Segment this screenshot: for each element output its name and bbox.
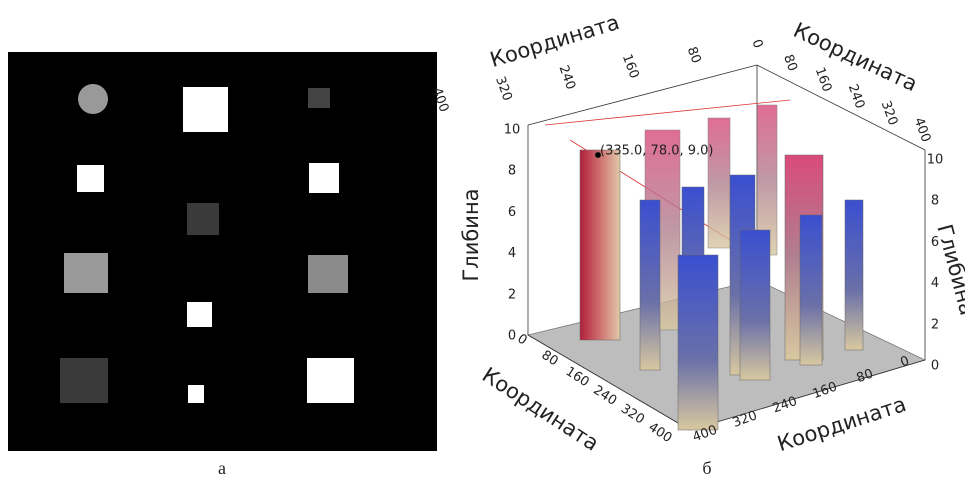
tick-label: 80 xyxy=(780,53,800,74)
figure: а б (335.0, 78.0, 9.0) Глибина Глибина К… xyxy=(0,0,965,481)
tick-label: 0 xyxy=(931,359,939,374)
annotation: (335.0, 78.0, 9.0) xyxy=(600,144,714,159)
tick-label: 8 xyxy=(508,164,516,179)
tick-label: 160 xyxy=(619,52,642,80)
tick-label: 400 xyxy=(911,116,934,144)
tick-label: 6 xyxy=(508,205,516,220)
tick-label: 0 xyxy=(749,38,766,51)
tick-label: 400 xyxy=(646,420,675,446)
tick-label: 10 xyxy=(504,123,521,138)
tick-label: 240 xyxy=(845,82,868,110)
tick-label: 80 xyxy=(684,45,704,66)
tick-label: 2 xyxy=(931,317,939,332)
tick-label: 160 xyxy=(812,66,835,94)
tick-label: 240 xyxy=(590,383,619,409)
depth-map xyxy=(8,52,437,451)
tick-label: 4 xyxy=(508,246,516,261)
tick-label: 8 xyxy=(931,194,939,209)
tick-label: 320 xyxy=(492,75,515,103)
tick-label: 320 xyxy=(878,99,901,127)
tick-label: 240 xyxy=(556,63,579,91)
tick-label: 0 xyxy=(514,331,529,348)
axis-label: Координата xyxy=(487,10,622,72)
tick-label: 10 xyxy=(927,153,944,168)
tick-label: 0 xyxy=(508,329,516,344)
tick-label: 2 xyxy=(508,287,516,302)
panel-label: а xyxy=(218,458,226,478)
tick-label: 320 xyxy=(618,401,647,427)
tick-label: 6 xyxy=(931,235,939,250)
tick-label: 4 xyxy=(931,276,939,291)
panel-label: б xyxy=(702,458,711,478)
axis-label: Глибина xyxy=(459,188,483,281)
